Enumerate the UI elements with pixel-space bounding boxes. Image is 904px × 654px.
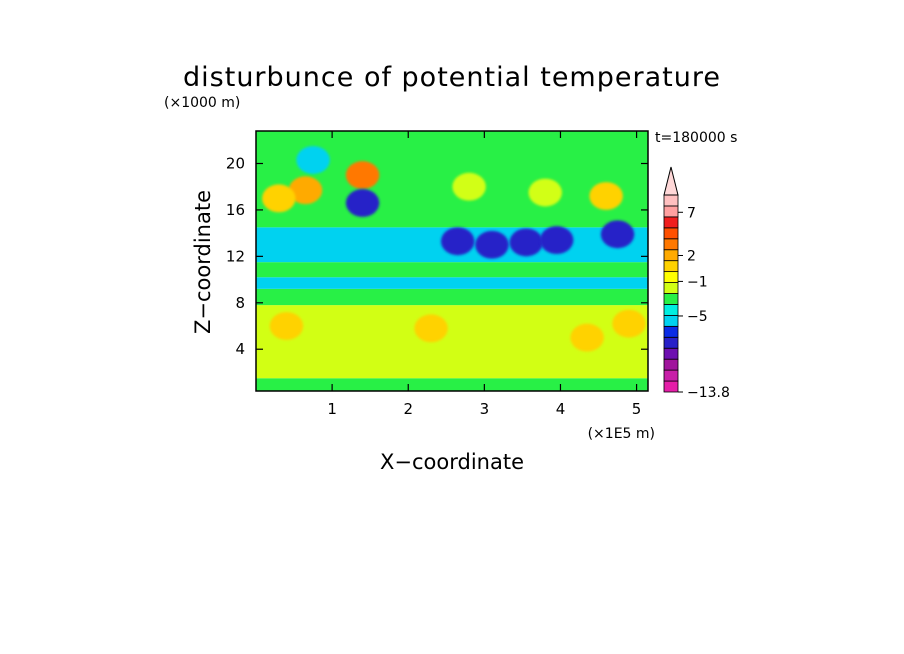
x-tick-label: 5 <box>632 400 642 418</box>
colorbar-swatch <box>663 304 679 316</box>
plot-area <box>256 131 648 391</box>
contour-feature <box>589 182 623 210</box>
contour-feature <box>288 176 323 205</box>
contour-feature <box>345 189 380 217</box>
colorbar-label: 7 <box>687 205 696 221</box>
colorbar-swatch <box>663 293 679 305</box>
colorbar-swatch <box>663 314 679 327</box>
colorbar-swatch <box>663 194 679 207</box>
colorbar-swatch <box>663 380 679 393</box>
x-tick-label: 1 <box>327 400 337 418</box>
x-tick-label: 2 <box>403 400 413 418</box>
colorbar-swatch <box>663 260 679 273</box>
colorbar: 7 2 −1 −5 −13.8 <box>663 166 730 401</box>
contour-feature <box>600 220 635 249</box>
contour-feature <box>570 323 604 352</box>
colorbar-label: −13.8 <box>687 385 730 401</box>
time-label: t=180000 s <box>655 130 737 146</box>
y-tick-label: 16 <box>226 201 245 219</box>
x-tick-label: 3 <box>480 400 490 418</box>
chart-title: disturbunce of potential temperature <box>183 62 721 93</box>
colorbar-swatch <box>663 216 679 229</box>
colorbar-swatch <box>663 325 679 338</box>
contour-feature <box>475 230 509 259</box>
contour-band <box>256 277 648 289</box>
contour-feature <box>414 314 448 343</box>
contour-band <box>256 288 648 306</box>
contour-band <box>256 262 648 278</box>
colorbar-label: 2 <box>687 248 696 264</box>
y-unit-label: (×1000 m) <box>164 95 240 111</box>
colorbar-swatch <box>663 205 679 218</box>
colorbar-extend-arrow <box>663 166 679 196</box>
x-tick-label: 4 <box>556 400 566 418</box>
contour-feature <box>612 309 646 338</box>
contour-feature <box>440 227 475 256</box>
y-tick-label: 20 <box>226 155 245 173</box>
colorbar-swatch <box>663 249 679 262</box>
x-unit-label: (×1E5 m) <box>588 426 655 442</box>
contour-feature <box>296 146 330 174</box>
y-tick-label: 8 <box>235 294 245 312</box>
colorbar-swatch <box>663 347 679 360</box>
contour-feature <box>345 161 380 190</box>
colorbar-swatch <box>663 271 679 283</box>
y-axis: 4 8 12 16 20 <box>226 155 648 358</box>
colorbar-label: −1 <box>687 274 708 290</box>
contour-band <box>256 378 648 391</box>
x-axis: 1 2 3 4 5 <box>327 131 641 418</box>
contour-feature <box>539 226 574 255</box>
y-axis-label: Z−coordinate <box>191 190 215 334</box>
colorbar-swatch <box>663 238 679 251</box>
colorbar-label: −5 <box>687 309 708 325</box>
contour-band <box>256 131 648 228</box>
contour-feature <box>452 172 486 201</box>
colorbar-swatch <box>663 282 679 294</box>
contour-feature <box>262 184 296 213</box>
x-axis-label: X−coordinate <box>380 450 524 474</box>
y-tick-label: 12 <box>226 247 245 265</box>
y-tick-label: 4 <box>235 340 245 358</box>
plot-frame <box>255 130 649 392</box>
contour-feature <box>528 178 562 207</box>
contour-feature <box>509 228 543 257</box>
contour-feature <box>269 312 304 340</box>
colorbar-swatch <box>663 369 679 382</box>
colorbar-swatch <box>663 358 679 371</box>
colorbar-swatch <box>663 227 679 240</box>
colorbar-swatch <box>663 336 679 349</box>
